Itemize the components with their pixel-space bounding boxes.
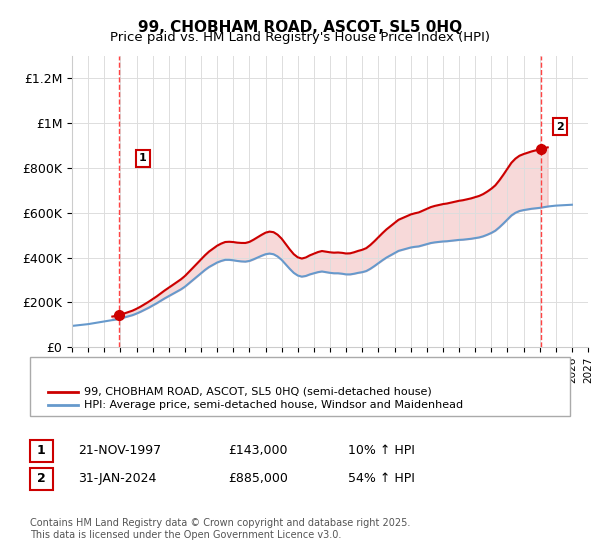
Text: Price paid vs. HM Land Registry's House Price Index (HPI): Price paid vs. HM Land Registry's House … — [110, 31, 490, 44]
Text: 2: 2 — [37, 472, 46, 486]
Text: 99, CHOBHAM ROAD, ASCOT, SL5 0HQ (semi-detached house): 99, CHOBHAM ROAD, ASCOT, SL5 0HQ (semi-d… — [84, 387, 432, 397]
Text: 99, CHOBHAM ROAD, ASCOT, SL5 0HQ: 99, CHOBHAM ROAD, ASCOT, SL5 0HQ — [138, 20, 462, 35]
Text: 10% ↑ HPI: 10% ↑ HPI — [348, 444, 415, 458]
Text: 31-JAN-2024: 31-JAN-2024 — [78, 472, 157, 486]
Text: 1: 1 — [139, 153, 147, 164]
Text: 21-NOV-1997: 21-NOV-1997 — [78, 444, 161, 458]
Text: HPI: Average price, semi-detached house, Windsor and Maidenhead: HPI: Average price, semi-detached house,… — [84, 400, 463, 410]
Text: 54% ↑ HPI: 54% ↑ HPI — [348, 472, 415, 486]
Text: Contains HM Land Registry data © Crown copyright and database right 2025.
This d: Contains HM Land Registry data © Crown c… — [30, 518, 410, 540]
Text: 1: 1 — [37, 444, 46, 458]
Text: 2: 2 — [556, 122, 564, 132]
Text: £143,000: £143,000 — [228, 444, 287, 458]
Text: £885,000: £885,000 — [228, 472, 288, 486]
